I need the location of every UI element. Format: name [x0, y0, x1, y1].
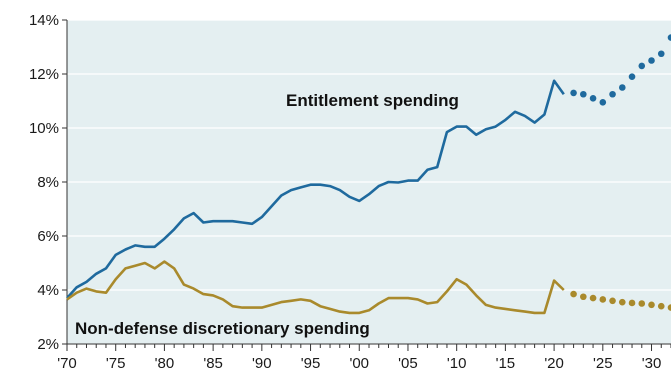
y-axis: 2% 4% 6% 8% 10% 12% 14% — [29, 12, 68, 353]
x-tick-label: '20 — [544, 355, 564, 372]
series-layer — [66, 34, 671, 315]
nondefense-projection-point — [618, 298, 626, 306]
x-tick-label: '25 — [593, 355, 613, 372]
nondefense-series-line — [66, 260, 565, 315]
nondefense-projection-point — [667, 304, 671, 311]
x-tick-label: '15 — [496, 355, 516, 372]
nondefense-projection-point — [580, 293, 587, 301]
nondefense-projection-point — [657, 302, 665, 310]
nondefense-projection-point — [638, 300, 646, 307]
entitlement-series-line — [66, 79, 565, 299]
x-tick-label: '85 — [203, 355, 223, 372]
x-tick-label: '00 — [349, 355, 369, 372]
entitlement-projection-point — [570, 89, 577, 97]
nondefense-projection-point — [609, 297, 616, 305]
x-tick-label: '80 — [155, 355, 175, 372]
entitlement-projection-point — [657, 50, 665, 58]
entitlement-projection-point — [609, 90, 616, 98]
y-tick-label: 14% — [29, 12, 59, 29]
x-tick-label: '05 — [398, 355, 418, 372]
entitlement-projection-point — [667, 34, 671, 41]
x-tick-label: '95 — [301, 355, 321, 372]
x-tick-label: '90 — [252, 355, 272, 372]
nondefense-series-label: Non-defense discretionary spending — [75, 319, 370, 338]
y-tick-label: 12% — [29, 66, 59, 83]
entitlement-projection-point — [628, 73, 636, 80]
y-tick-label: 4% — [37, 282, 59, 299]
nondefense-projection-point — [599, 296, 607, 303]
nondefense-projection-point — [570, 290, 577, 298]
entitlement-projection-point — [638, 62, 646, 70]
nondefense-projection-point — [648, 301, 655, 309]
nondefense-projection-point — [628, 299, 636, 307]
entitlement-projection-point — [648, 57, 655, 64]
y-tick-label: 10% — [29, 120, 59, 137]
x-axis: '70 '75 '80 '85 '90 '95 '00 '05 '10 '15 '20 '25 '30 — [57, 343, 671, 372]
x-tick-label: '75 — [106, 355, 126, 372]
y-tick-label: 8% — [37, 174, 59, 191]
entitlement-projection-point — [580, 90, 587, 98]
entitlement-projection-point — [599, 99, 607, 106]
y-tick-label: 2% — [37, 336, 59, 353]
y-tick-label: 6% — [37, 228, 59, 245]
x-tick-label: '10 — [447, 355, 467, 372]
x-tick-label: '30 — [642, 355, 662, 372]
nondefense-projection-point — [589, 294, 597, 302]
x-tick-label: '70 — [57, 355, 77, 372]
entitlement-projection-point — [618, 84, 626, 91]
entitlement-projection-point — [589, 95, 597, 102]
entitlement-series-label: Entitlement spending — [286, 91, 459, 110]
